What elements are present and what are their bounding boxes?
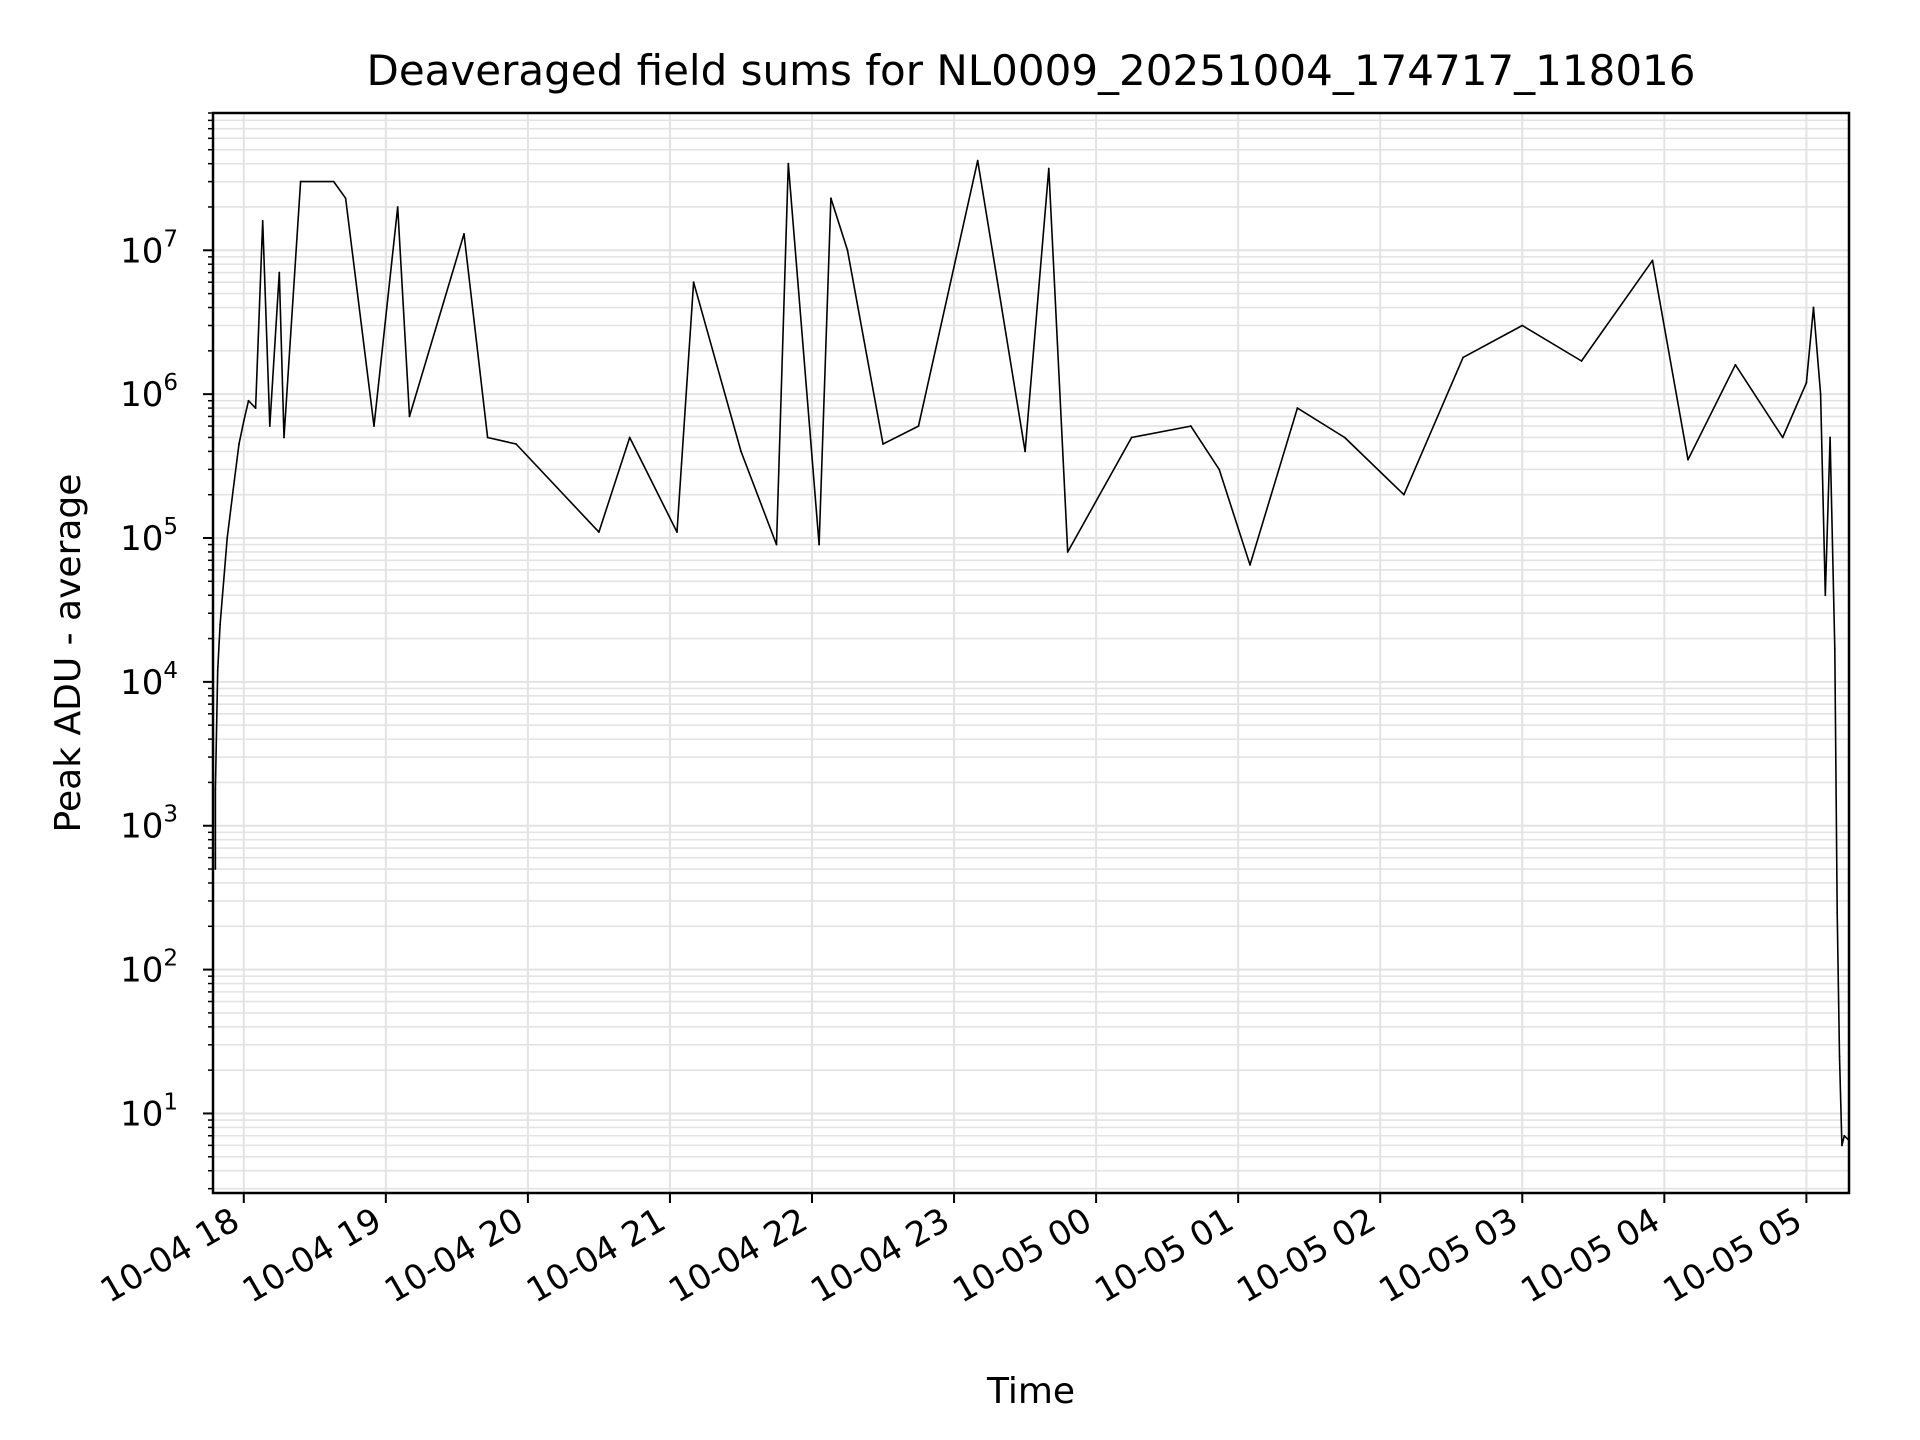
y-tick-label-exponent: 6 bbox=[163, 370, 178, 396]
data-point bbox=[1580, 360, 1583, 362]
data-point bbox=[882, 443, 884, 445]
y-tick-label: 103 bbox=[120, 802, 178, 847]
data-point bbox=[408, 415, 411, 418]
data-point bbox=[1521, 324, 1524, 327]
y-tick-label: 107 bbox=[120, 226, 178, 271]
data-point bbox=[976, 159, 979, 162]
data-point bbox=[396, 206, 399, 208]
data-point bbox=[283, 436, 285, 439]
data-point bbox=[219, 623, 222, 626]
data-point bbox=[261, 220, 264, 222]
data-point bbox=[846, 249, 849, 252]
data-point bbox=[1024, 450, 1026, 453]
data-point bbox=[1836, 911, 1839, 914]
data-point bbox=[628, 436, 631, 439]
y-tick-label-base: 10 bbox=[120, 1094, 163, 1134]
y-tick-label: 104 bbox=[120, 658, 178, 703]
y-tick-label-base: 10 bbox=[120, 951, 163, 991]
y-tick-label-base: 10 bbox=[120, 375, 163, 415]
data-point bbox=[221, 594, 224, 597]
data-point bbox=[692, 281, 695, 284]
data-point bbox=[278, 271, 281, 274]
data-point bbox=[1066, 551, 1069, 553]
data-point bbox=[214, 868, 217, 870]
data-point bbox=[247, 399, 250, 402]
data-point bbox=[299, 180, 302, 183]
data-point bbox=[268, 425, 271, 427]
y-tick-label-exponent: 7 bbox=[163, 226, 178, 252]
y-tick-label: 101 bbox=[120, 1089, 178, 1134]
y-tick-label: 106 bbox=[120, 370, 178, 415]
y-tick-label-base: 10 bbox=[120, 519, 163, 559]
y-tick-label: 105 bbox=[120, 514, 178, 559]
data-point bbox=[1838, 1055, 1841, 1058]
data-point bbox=[463, 232, 465, 235]
data-point bbox=[1189, 425, 1192, 427]
data-point bbox=[486, 436, 489, 439]
data-point bbox=[1812, 306, 1815, 309]
data-point bbox=[1805, 381, 1808, 384]
data-point bbox=[373, 425, 375, 427]
data-point bbox=[917, 425, 920, 427]
data-point bbox=[1824, 594, 1827, 597]
data-point bbox=[216, 669, 219, 672]
data-point bbox=[1047, 167, 1050, 170]
data-point bbox=[332, 180, 335, 183]
y-tick-label-base: 10 bbox=[120, 231, 163, 271]
data-point bbox=[1819, 393, 1822, 396]
data-point bbox=[1843, 1134, 1846, 1137]
data-point bbox=[598, 531, 600, 533]
data-point bbox=[1462, 356, 1464, 359]
data-point bbox=[787, 162, 790, 165]
data-point bbox=[1249, 564, 1251, 566]
data-point bbox=[226, 537, 229, 539]
data-point bbox=[830, 197, 832, 200]
plot-frame bbox=[211, 111, 1851, 1195]
data-point bbox=[1840, 1144, 1843, 1147]
data-point bbox=[818, 543, 821, 546]
y-tick-label-exponent: 4 bbox=[163, 658, 178, 684]
data-point bbox=[242, 420, 245, 422]
data-point bbox=[238, 443, 240, 445]
y-tick-label-exponent: 5 bbox=[163, 514, 178, 540]
data-point bbox=[676, 531, 678, 533]
data-point bbox=[1833, 647, 1836, 650]
chart-title: Deaveraged field sums for NL0009_2025100… bbox=[367, 46, 1696, 95]
data-point bbox=[1343, 436, 1346, 439]
y-tick-label-exponent: 3 bbox=[163, 802, 178, 828]
data-point bbox=[1218, 468, 1221, 471]
data-point bbox=[515, 443, 517, 445]
y-tick-label-exponent: 2 bbox=[163, 946, 178, 972]
data-point bbox=[1130, 436, 1133, 439]
data-point bbox=[1687, 458, 1689, 461]
data-point bbox=[1829, 436, 1831, 439]
data-point bbox=[775, 543, 778, 546]
data-point bbox=[740, 450, 742, 453]
data-point bbox=[1781, 436, 1784, 439]
data-point bbox=[254, 407, 257, 409]
data-point bbox=[214, 788, 217, 790]
data-point bbox=[1651, 259, 1654, 262]
data-point bbox=[233, 479, 236, 482]
grid-layer bbox=[213, 112, 1849, 1193]
data-point bbox=[1734, 363, 1737, 366]
y-tick-label-exponent: 1 bbox=[163, 1089, 178, 1115]
data-point bbox=[1402, 493, 1405, 496]
y-tick-label-base: 10 bbox=[120, 663, 163, 703]
y-axis-label: Peak ADU - average bbox=[48, 474, 89, 833]
series-layer bbox=[214, 159, 1850, 1147]
data-point bbox=[344, 197, 347, 200]
y-tick-label: 102 bbox=[120, 946, 178, 991]
y-tick-label-base: 10 bbox=[120, 807, 163, 847]
x-axis-label: Time bbox=[986, 1371, 1075, 1412]
data-point bbox=[1296, 407, 1299, 409]
